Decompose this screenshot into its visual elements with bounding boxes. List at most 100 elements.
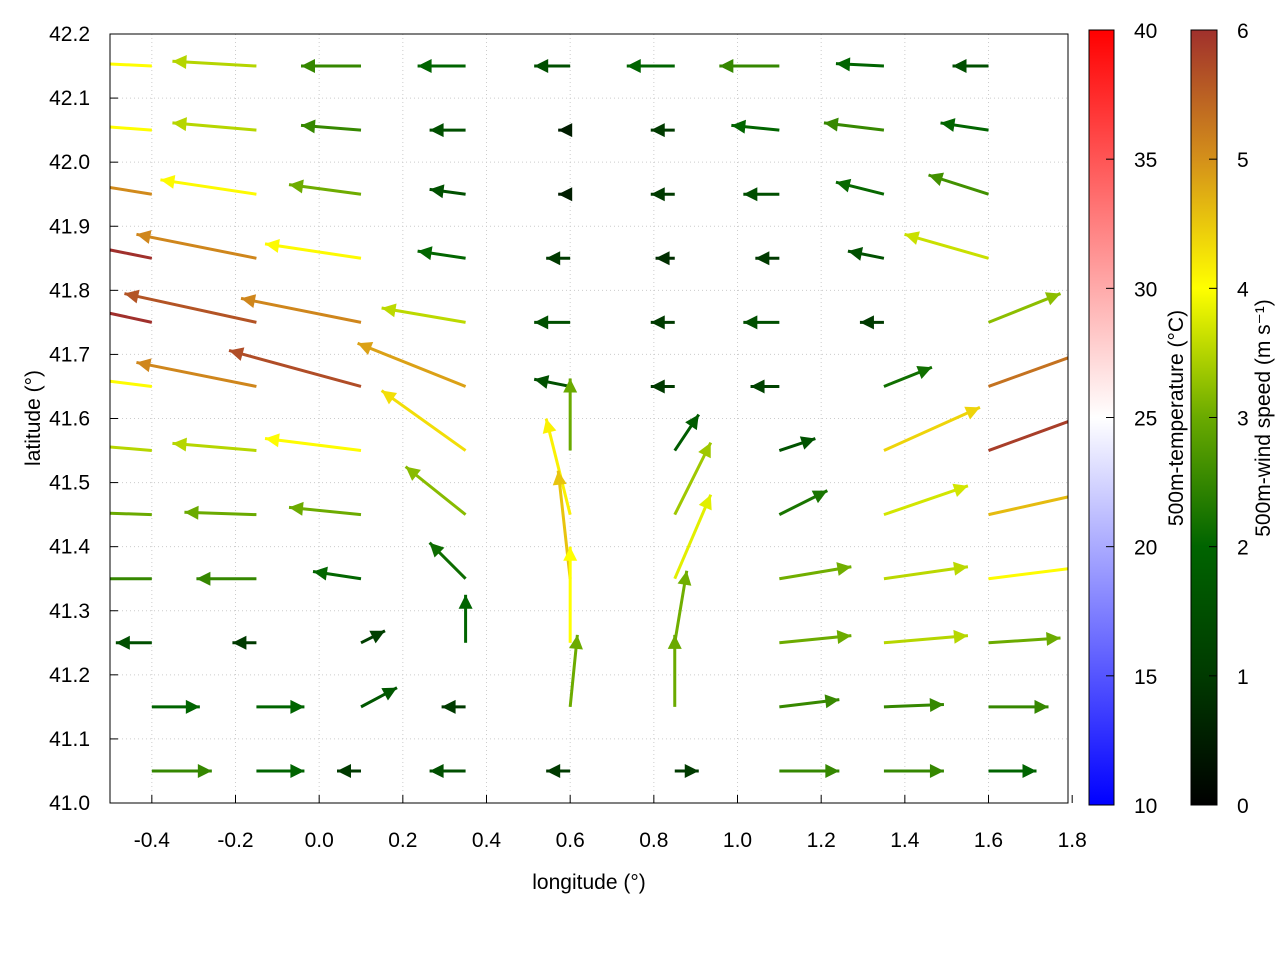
wind-vector-head (952, 483, 968, 497)
wind-vector (719, 59, 780, 74)
wind-vector (904, 231, 989, 260)
wind-vector (988, 567, 1068, 581)
wind-vector-head (563, 378, 578, 393)
wind-vector (847, 246, 885, 261)
wind-vector-head (836, 630, 852, 644)
wind-vector (196, 571, 257, 586)
x-tick-label: 0.2 (388, 829, 417, 852)
colorbar-tick-label: 4 (1237, 278, 1249, 301)
wind-vector-head (56, 369, 71, 383)
wind-vector-head (823, 117, 839, 132)
wind-vector (779, 763, 840, 778)
wind-vector (256, 699, 305, 714)
wind-vector-head (68, 438, 83, 452)
wind-vector-head (650, 315, 665, 330)
wind-vector (56, 369, 153, 388)
wind-vector (650, 123, 675, 138)
wind-vector (429, 763, 466, 778)
wind-vector-head (429, 184, 445, 199)
wind-vector-head (185, 699, 200, 714)
wind-vector-head (1022, 763, 1037, 778)
wind-vector-head (289, 179, 304, 194)
wind-vector (568, 634, 583, 708)
wind-vector-head (115, 635, 130, 650)
wind-vector-head (650, 379, 665, 394)
wind-vector (429, 184, 466, 199)
wind-vector-head (32, 170, 47, 184)
wind-vector-head (835, 178, 852, 193)
wind-vector (232, 635, 257, 650)
wind-vector-head (429, 542, 445, 558)
wind-vector (184, 505, 257, 520)
x-tick-label: 1.8 (1058, 829, 1087, 852)
wind-vectors (8, 55, 1068, 778)
wind-vector (552, 470, 572, 579)
colorbar-tick-label: 30 (1134, 278, 1157, 301)
wind-vector-head (698, 442, 711, 459)
wind-vector-head (232, 635, 247, 650)
wind-vector-head (80, 506, 94, 520)
y-tick-label: 42.2 (49, 23, 90, 46)
wind-vector (743, 187, 780, 202)
wind-vector-head (417, 59, 432, 74)
y-tick-label: 41.5 (49, 472, 90, 495)
wind-vector-head (1044, 292, 1061, 306)
wind-vector (558, 187, 573, 202)
x-tick-label: 1.6 (974, 829, 1003, 852)
wind-vector-head (953, 561, 968, 576)
wind-vector (300, 119, 362, 134)
wind-vector (987, 292, 1062, 324)
wind-vector-head (650, 187, 665, 202)
x-tick-label: 1.0 (723, 829, 752, 852)
wind-vector-head (381, 687, 398, 701)
wind-vector (928, 172, 989, 196)
wind-vector (988, 631, 1061, 646)
wind-vector-head (650, 123, 665, 138)
wind-vector (534, 315, 571, 330)
x-tick-label: 0.8 (639, 829, 668, 852)
colorbar-tick-label: 20 (1134, 537, 1157, 560)
wind-vector-head (301, 119, 316, 134)
wind-vector-head (825, 763, 840, 778)
wind-vector (779, 562, 852, 581)
wind-vector-head (381, 390, 398, 405)
wind-vector-head (929, 698, 944, 713)
wind-vector (32, 170, 153, 196)
x-tick-label: 1.4 (890, 829, 920, 852)
wind-vector-head (136, 230, 152, 244)
x-tick-label: 0.4 (472, 829, 502, 852)
wind-vector (124, 289, 257, 324)
wind-vector-head (289, 501, 304, 516)
wind-vector (172, 437, 257, 453)
wind-vector (883, 698, 944, 713)
x-tick-label: -0.4 (134, 829, 171, 852)
wind-vector (417, 246, 466, 261)
wind-vector (883, 629, 969, 645)
wind-vector (80, 506, 152, 520)
wind-vector-head (429, 763, 444, 778)
wind-vector-head (626, 59, 641, 74)
wind-vector-head (953, 629, 968, 644)
wind-vector (381, 303, 466, 324)
wind-vector-head (301, 59, 316, 74)
wind-vector-head (8, 225, 23, 239)
wind-vector (940, 118, 989, 132)
wind-vector (779, 694, 840, 709)
wind-vector-head (546, 763, 561, 778)
wind-vector-head (743, 187, 758, 202)
wind-vector (988, 356, 1068, 388)
wind-vector (883, 763, 944, 778)
y-tick-label: 41.4 (49, 536, 90, 559)
wind-vector (673, 570, 692, 644)
wind-vector (778, 436, 816, 452)
wind-vector-head (160, 174, 176, 189)
wind-vector-head (229, 347, 245, 361)
wind-vector (110, 311, 153, 324)
wind-vector-head (952, 59, 967, 74)
wind-vector (859, 315, 884, 330)
wind-vector-head (750, 379, 765, 394)
wind-vector-head (56, 117, 70, 131)
wind-vector (151, 699, 200, 714)
wind-vector-head (265, 433, 280, 448)
wind-vector-head (929, 763, 944, 778)
